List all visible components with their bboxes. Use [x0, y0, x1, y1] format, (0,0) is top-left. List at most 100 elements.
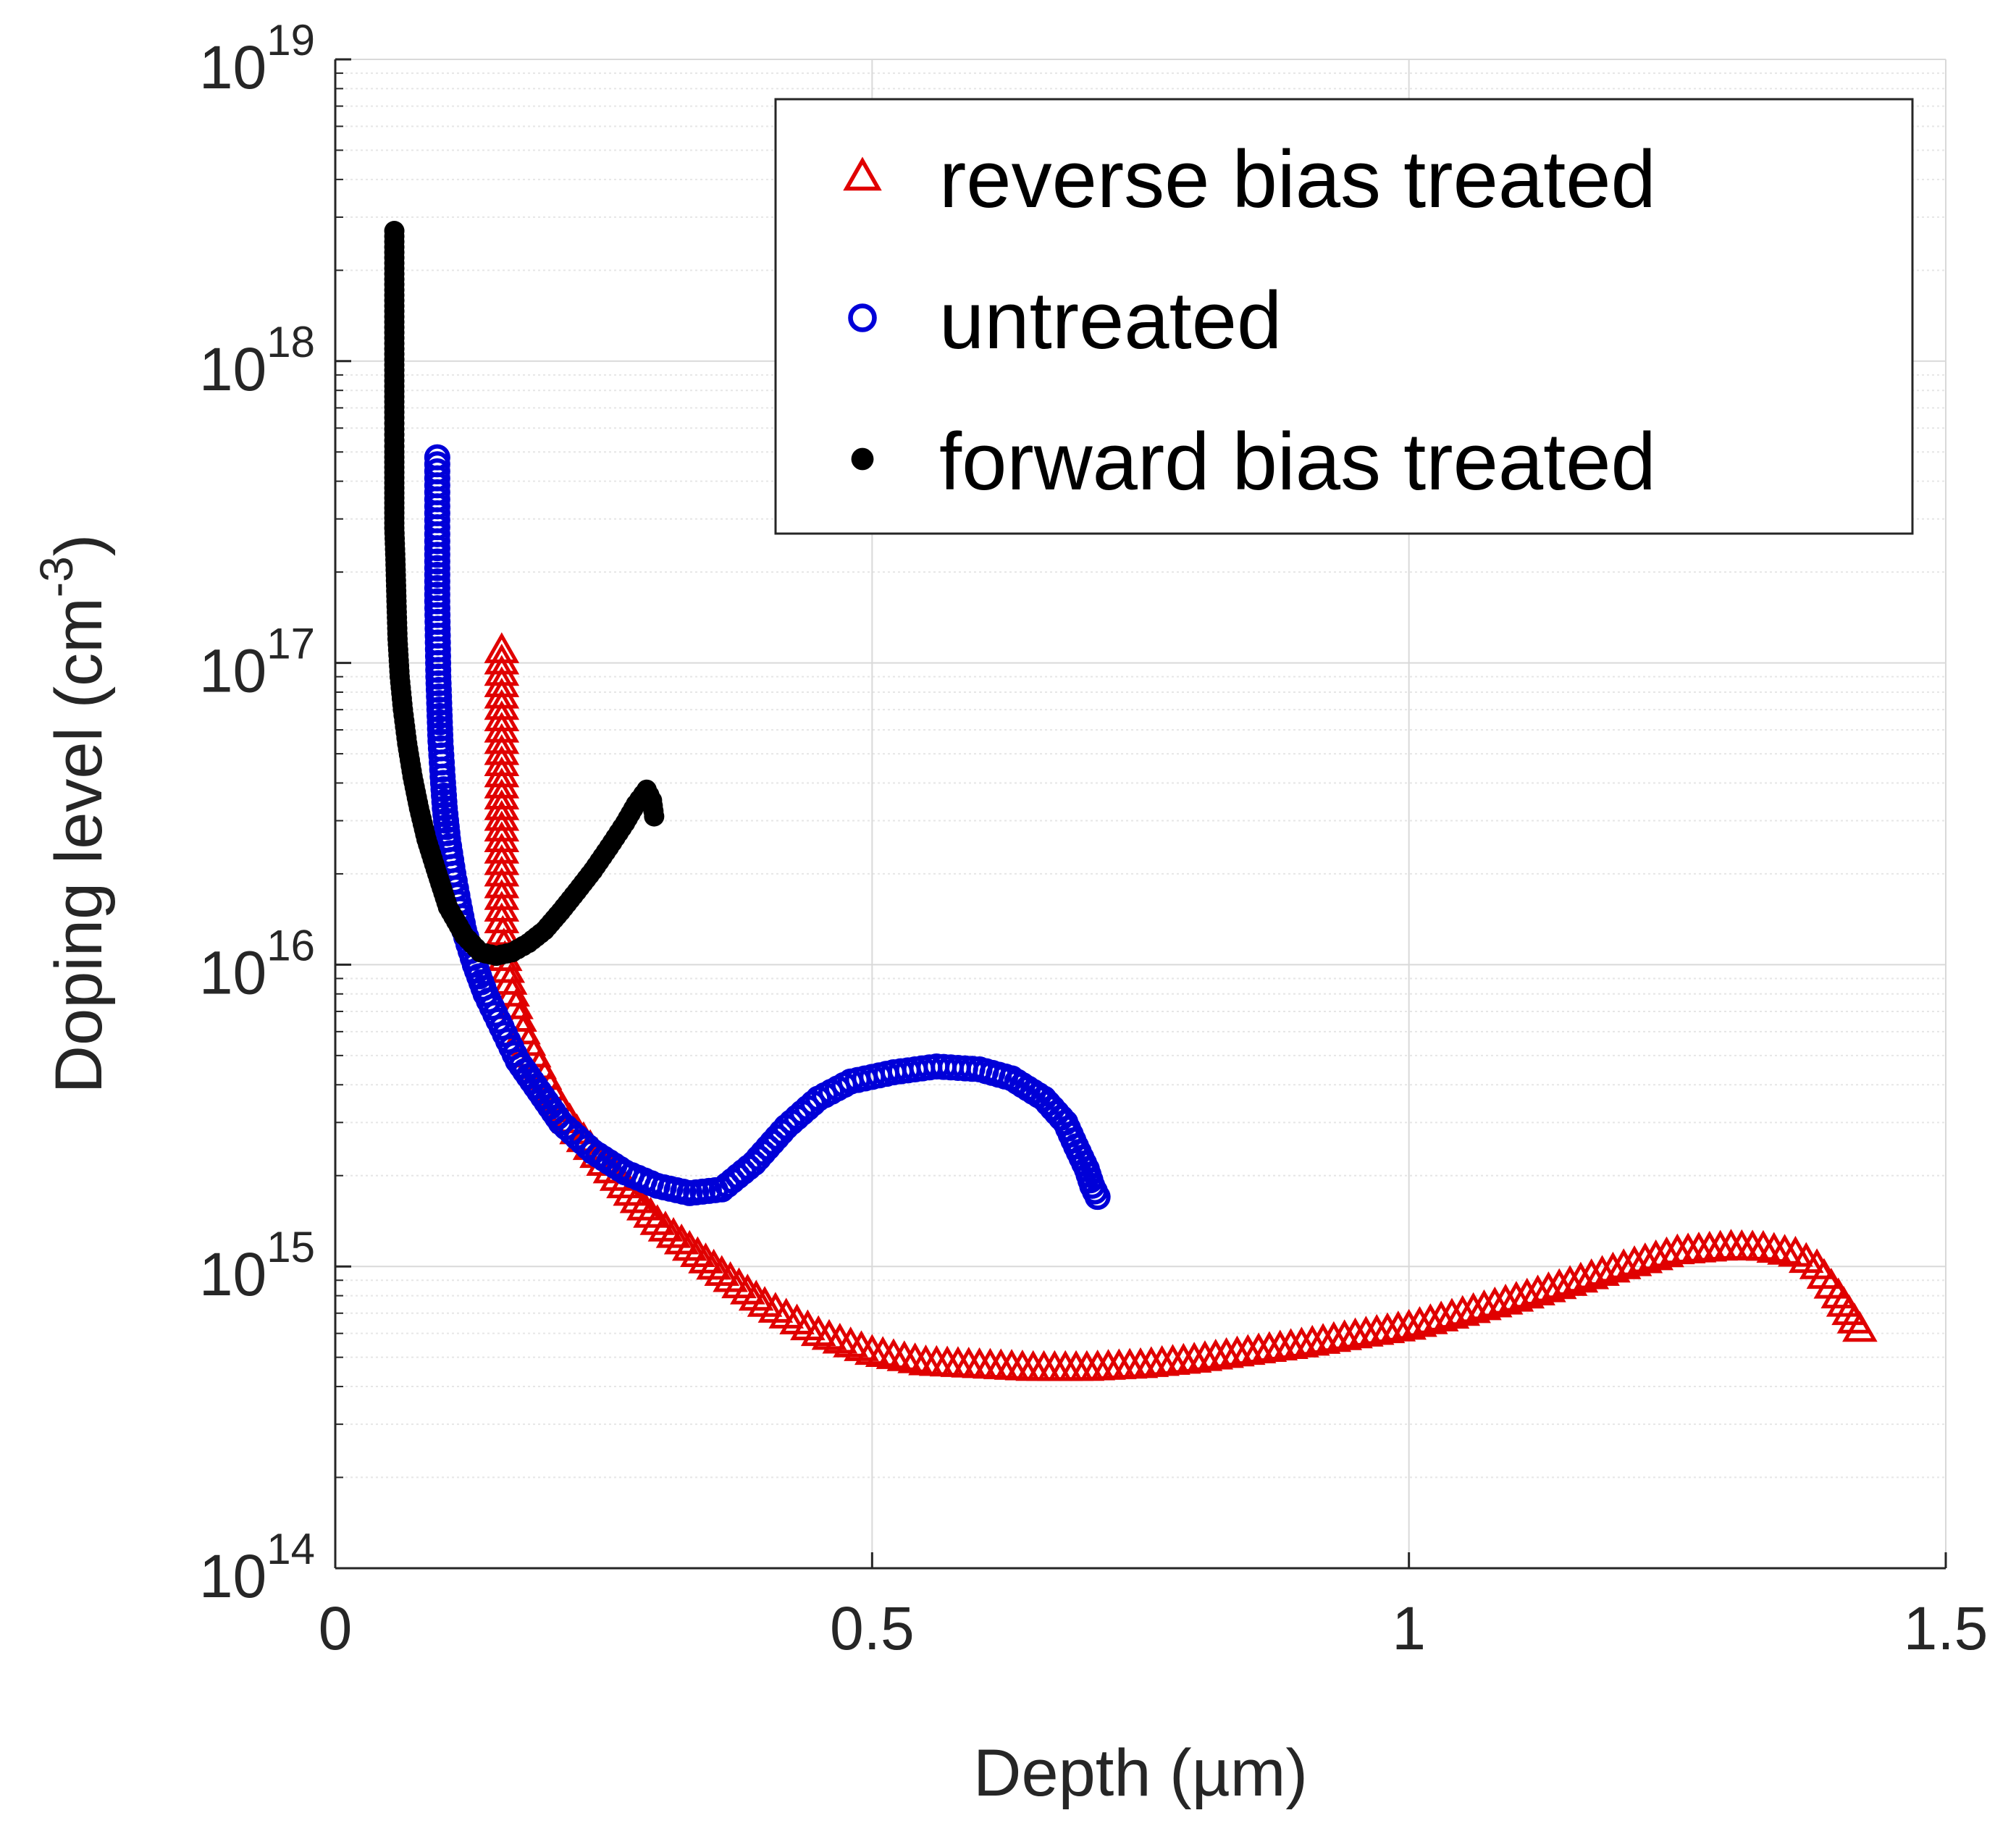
- x-tick-label: 1: [1392, 1594, 1426, 1662]
- triangle-marker: [495, 975, 530, 1007]
- triangle-marker: [1423, 1300, 1459, 1331]
- triangle-marker: [1434, 1297, 1470, 1329]
- legend-label: reverse bias treated: [939, 134, 1656, 224]
- triangle-marker: [484, 778, 520, 810]
- triangle-marker: [1574, 1258, 1610, 1289]
- legend-item: untreated: [848, 275, 1282, 366]
- triangle-marker: [1456, 1292, 1491, 1324]
- y-tick-base: 10: [199, 1240, 266, 1308]
- triangle-marker: [1745, 1229, 1781, 1261]
- triangle-marker: [663, 1223, 700, 1255]
- y-tick-exponent: 17: [266, 620, 315, 668]
- triangle-marker: [639, 1204, 676, 1235]
- legend-marker: [843, 156, 882, 191]
- triangle-marker: [1563, 1261, 1599, 1293]
- triangle-marker: [1391, 1308, 1427, 1340]
- triangle-marker: [680, 1236, 715, 1268]
- y-tick-base: 10: [199, 33, 266, 101]
- x-axis-title: Depth (µm): [973, 1736, 1308, 1810]
- legend-item: reverse bias treated: [843, 134, 1656, 224]
- triangle-marker: [730, 1274, 765, 1305]
- triangle-marker: [1498, 1281, 1534, 1312]
- y-tick-label: 1017: [199, 620, 315, 705]
- triangle-marker: [713, 1261, 748, 1292]
- y-axis-title-superscript: -3: [30, 556, 83, 597]
- triangle-marker: [484, 799, 520, 831]
- y-tick-base: 10: [199, 938, 266, 1006]
- y-tick-exponent: 15: [266, 1223, 315, 1271]
- y-axis-title-main: Doping level (cm: [42, 597, 116, 1093]
- triangle-marker: [1767, 1234, 1802, 1265]
- triangle-marker: [633, 1197, 668, 1228]
- y-tick-label: 1018: [199, 318, 315, 403]
- x-tick-label: 0: [319, 1594, 353, 1662]
- triangle-marker: [738, 1279, 774, 1311]
- triangle-marker: [490, 951, 526, 983]
- legend-label: forward bias treated: [939, 416, 1656, 507]
- triangle-marker: [1445, 1295, 1481, 1326]
- triangle-marker: [484, 789, 520, 820]
- y-tick-exponent: 18: [266, 318, 315, 366]
- dot-marker: [644, 806, 665, 827]
- triangle-marker: [688, 1242, 723, 1274]
- triangle-marker: [1584, 1255, 1620, 1286]
- triangle-marker: [1595, 1251, 1631, 1283]
- triangle-marker: [1605, 1248, 1642, 1279]
- y-tick-base: 10: [199, 335, 266, 403]
- triangle-marker: [1638, 1239, 1673, 1271]
- triangle-marker: [721, 1267, 757, 1299]
- series-reverse-bias-treated: [484, 632, 1878, 1381]
- circle-marker: [1084, 1184, 1111, 1211]
- triangle-marker: [1509, 1277, 1545, 1309]
- triangle-marker: [1294, 1324, 1330, 1356]
- y-tick-label: 1019: [199, 16, 315, 101]
- data-series: [384, 221, 1878, 1381]
- triangle-marker: [626, 1190, 662, 1221]
- triangle-marker: [1327, 1319, 1363, 1350]
- triangle-marker: [865, 1336, 901, 1367]
- triangle-marker: [1487, 1284, 1524, 1315]
- triangle-marker: [647, 1211, 684, 1242]
- triangle-marker: [875, 1338, 912, 1369]
- triangle-marker: [886, 1340, 923, 1371]
- triangle-marker: [1305, 1323, 1341, 1354]
- legend-marker: [851, 447, 874, 471]
- x-tick-label: 1.5: [1904, 1594, 1988, 1662]
- triangle-marker: [1649, 1236, 1684, 1268]
- y-tick-exponent: 16: [266, 921, 315, 969]
- triangle-marker: [1627, 1242, 1663, 1274]
- triangle-marker: [1616, 1245, 1652, 1276]
- triangle-marker: [619, 1182, 655, 1213]
- legend-box: [774, 98, 1914, 535]
- triangle-marker: [1284, 1326, 1319, 1358]
- triangle-marker: [696, 1248, 731, 1280]
- triangle-marker: [1842, 1310, 1878, 1342]
- triangle-marker: [1466, 1289, 1502, 1321]
- triangle-marker: [1413, 1303, 1448, 1334]
- y-tick-label: 1015: [199, 1223, 315, 1308]
- triangle-marker: [1541, 1268, 1577, 1300]
- triangle-marker: [1402, 1305, 1437, 1337]
- triangle-marker: [498, 988, 534, 1019]
- triangle-marker: [1756, 1232, 1792, 1263]
- series-untreated: [424, 444, 1111, 1211]
- legend: reverse bias treated untreated forward bia…: [774, 98, 1914, 535]
- y-tick-base: 10: [199, 1542, 266, 1610]
- y-axis-title: Doping level (cm-3): [30, 534, 116, 1094]
- triangle-marker: [1552, 1265, 1588, 1296]
- triangle-marker: [492, 964, 528, 995]
- triangle-marker: [502, 1001, 537, 1032]
- triangle-marker: [1316, 1321, 1352, 1352]
- triangle-marker: [897, 1342, 933, 1373]
- legend-marker: [848, 303, 877, 332]
- y-tick-exponent: 14: [266, 1525, 315, 1573]
- y-tick-exponent: 19: [266, 16, 315, 64]
- triangle-marker: [655, 1217, 692, 1248]
- y-tick-label: 1016: [199, 921, 315, 1006]
- y-axis-title-tail: ): [42, 534, 116, 557]
- triangle-marker: [1477, 1286, 1513, 1318]
- triangle-marker: [854, 1334, 890, 1365]
- legend-label: untreated: [939, 275, 1282, 366]
